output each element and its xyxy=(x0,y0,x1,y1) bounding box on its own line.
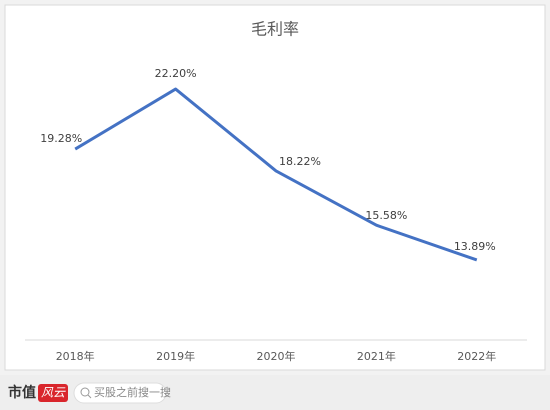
search-box[interactable] xyxy=(73,382,167,404)
data-label: 22.20% xyxy=(155,67,197,80)
chart-area xyxy=(4,4,546,371)
data-label: 13.89% xyxy=(454,240,496,253)
data-label: 15.58% xyxy=(365,209,407,222)
data-label: 19.28% xyxy=(40,132,82,145)
x-tick-label: 2022年 xyxy=(457,349,496,363)
x-tick-label: 2019年 xyxy=(156,349,195,363)
line xyxy=(74,87,478,262)
search-placeholder[interactable]: 买股之前搜一搜 xyxy=(94,385,171,399)
chart-title: 毛利率 xyxy=(251,20,299,39)
brand-mark-box xyxy=(38,384,68,402)
data-label: 18.22% xyxy=(279,155,321,168)
x-tick-label: 2018年 xyxy=(56,349,95,363)
brand: 市值 xyxy=(8,384,36,401)
x-tick-label: 2021年 xyxy=(357,349,396,363)
x-tick-label: 2020年 xyxy=(257,349,296,363)
search-icon-handle xyxy=(87,394,92,399)
search-icon xyxy=(80,387,90,397)
brand-mark: 风云 xyxy=(41,386,66,400)
